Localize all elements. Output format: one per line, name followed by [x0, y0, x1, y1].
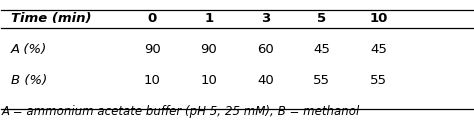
- Text: 10: 10: [144, 74, 161, 87]
- Text: 90: 90: [144, 43, 161, 56]
- Text: 3: 3: [261, 12, 270, 25]
- Text: 0: 0: [147, 12, 157, 25]
- Text: Time (min): Time (min): [11, 12, 91, 25]
- Text: 5: 5: [317, 12, 327, 25]
- Text: A (%): A (%): [11, 43, 47, 56]
- Text: 1: 1: [204, 12, 213, 25]
- Text: 90: 90: [201, 43, 217, 56]
- Text: 45: 45: [313, 43, 330, 56]
- Text: 45: 45: [370, 43, 387, 56]
- Text: 10: 10: [369, 12, 388, 25]
- Text: B (%): B (%): [11, 74, 47, 87]
- Text: 40: 40: [257, 74, 273, 87]
- Text: 10: 10: [201, 74, 217, 87]
- Text: 55: 55: [313, 74, 330, 87]
- Text: 60: 60: [257, 43, 273, 56]
- Text: 55: 55: [370, 74, 387, 87]
- Text: A = ammonium acetate buffer (pH 5; 25 mM); B = methanol: A = ammonium acetate buffer (pH 5; 25 mM…: [1, 105, 360, 118]
